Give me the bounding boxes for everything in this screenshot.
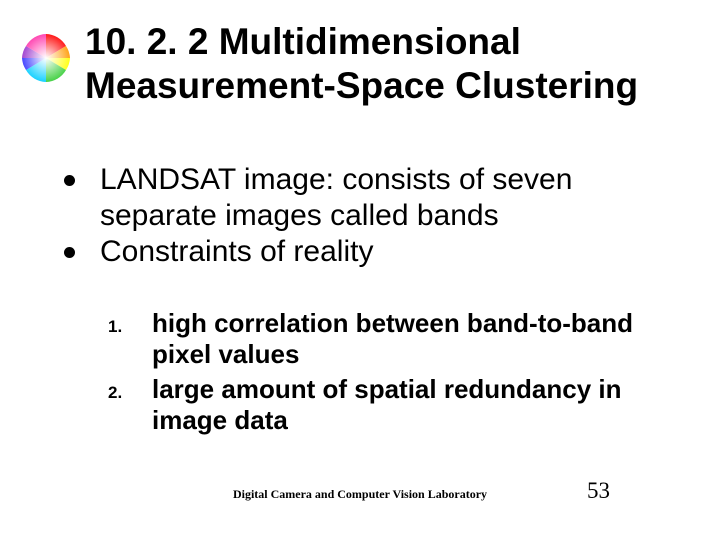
bullet-icon <box>64 175 75 186</box>
bullet-icon <box>64 247 75 258</box>
list-item-text: Constraints of reality <box>100 235 373 268</box>
slide-logo <box>20 32 72 84</box>
list-item-text: high correlation between band-to-band pi… <box>152 308 633 369</box>
list-item-text: large amount of spatial redundancy in im… <box>152 374 622 435</box>
spectrum-icon <box>20 32 72 84</box>
footer-label: Digital Camera and Computer Vision Labor… <box>0 487 720 502</box>
list-item: 1. high correlation between band-to-band… <box>108 308 678 370</box>
list-item: LANDSAT image: consists of seven separat… <box>60 162 680 234</box>
list-number: 1. <box>108 311 122 342</box>
slide-title: 10. 2. 2 Multidimensional Measurement-Sp… <box>85 20 690 108</box>
numbered-list: 1. high correlation between band-to-band… <box>108 308 678 440</box>
bullet-list: LANDSAT image: consists of seven separat… <box>60 162 680 270</box>
list-item-text: LANDSAT image: consists of seven separat… <box>100 163 572 232</box>
slide: 10. 2. 2 Multidimensional Measurement-Sp… <box>0 0 720 540</box>
page-number: 53 <box>587 478 610 504</box>
list-number: 2. <box>108 377 122 408</box>
list-item: Constraints of reality <box>60 234 680 270</box>
list-item: 2. large amount of spatial redundancy in… <box>108 374 678 436</box>
